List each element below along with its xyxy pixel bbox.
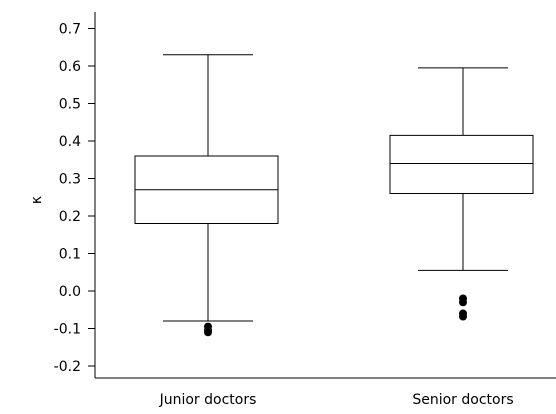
y-tick-label: 0.2 <box>59 209 81 225</box>
box-group <box>134 54 279 337</box>
y-tick-label: 0.3 <box>59 172 81 188</box>
boxes <box>134 54 534 337</box>
outlier-point <box>204 328 212 337</box>
axes <box>94 12 556 379</box>
y-tick-label: 0.5 <box>59 97 81 113</box>
x-axis-labels: Junior doctors Senior doctors <box>159 392 514 408</box>
y-tick-label: 0.1 <box>59 247 81 263</box>
iqr-box <box>389 134 534 194</box>
y-tick-label: 0.4 <box>59 134 81 150</box>
y-tick-label: -0.1 <box>54 322 81 338</box>
outlier-point <box>459 298 467 307</box>
y-tick-label: 0.7 <box>59 22 81 38</box>
x-category-label: Junior doctors <box>159 392 257 408</box>
y-axis-title: κ <box>29 196 45 204</box>
y-tick-label: 0.6 <box>59 59 81 75</box>
y-tick-label: -0.2 <box>54 359 81 375</box>
y-tick-label: 0.0 <box>59 284 81 300</box>
outlier-point <box>459 312 467 321</box>
x-category-label: Senior doctors <box>412 392 513 408</box>
y-axis-ticks: 0.7 0.6 0.5 0.4 0.3 0.2 0.1 0.0 -0.1 -0.2 <box>54 22 95 375</box>
box-group <box>389 67 534 321</box>
